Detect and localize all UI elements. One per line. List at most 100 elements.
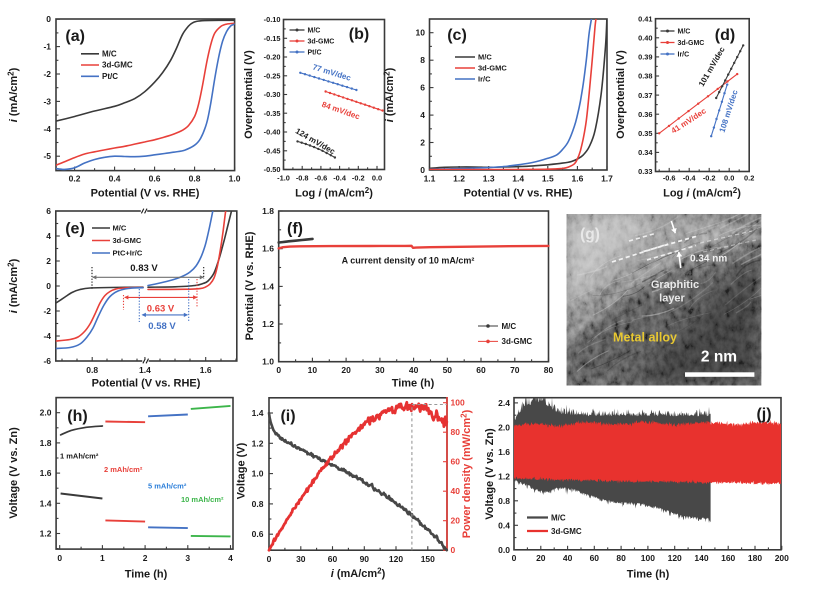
svg-text:M/C: M/C [502, 322, 517, 331]
svg-text:(i): (i) [280, 408, 295, 425]
svg-text:1.6: 1.6 [40, 468, 52, 478]
svg-text:0.83 V: 0.83 V [130, 263, 158, 274]
svg-text:0.34 nm: 0.34 nm [690, 254, 727, 265]
svg-text:80: 80 [544, 365, 554, 375]
svg-text:0.0: 0.0 [372, 174, 382, 183]
svg-text:4: 4 [228, 553, 233, 563]
svg-text:-0.30: -0.30 [264, 90, 281, 99]
svg-text:-0.25: -0.25 [264, 72, 281, 81]
svg-text:-0.2: -0.2 [703, 174, 716, 183]
svg-text:-2: -2 [43, 306, 51, 316]
svg-text:3d-GMC: 3d-GMC [502, 337, 533, 346]
svg-text:1.6: 1.6 [262, 244, 274, 254]
svg-text:Pt/C: Pt/C [102, 72, 118, 81]
svg-text:-0.20: -0.20 [264, 53, 281, 62]
svg-text:2 mAh/cm²: 2 mAh/cm² [104, 465, 143, 474]
svg-text:(h): (h) [67, 408, 87, 425]
svg-text:0: 0 [420, 165, 425, 175]
svg-text:Potential (V vs. RHE): Potential (V vs. RHE) [464, 188, 573, 200]
svg-text:1.4: 1.4 [139, 365, 151, 375]
svg-text:(j): (j) [756, 406, 771, 423]
svg-text:100: 100 [451, 398, 465, 408]
svg-text:101 mV/dec: 101 mV/dec [697, 45, 727, 88]
svg-text:3: 3 [185, 553, 190, 563]
svg-text:i (mA/cm2): i (mA/cm2) [7, 258, 21, 313]
svg-text:0: 0 [512, 553, 517, 563]
svg-text:Overpotential (V): Overpotential (V) [615, 50, 627, 139]
svg-text:150: 150 [421, 554, 435, 564]
svg-text:2.0: 2.0 [40, 408, 52, 418]
svg-text:60: 60 [451, 457, 461, 467]
svg-text:1.6: 1.6 [498, 447, 510, 457]
svg-text:10: 10 [308, 365, 318, 375]
svg-text:1.2: 1.2 [262, 319, 274, 329]
svg-text:0.39: 0.39 [638, 53, 652, 62]
svg-text:0.0: 0.0 [724, 174, 734, 183]
svg-text:Time (h): Time (h) [125, 569, 168, 581]
svg-text:0: 0 [46, 281, 51, 291]
svg-text:30: 30 [375, 365, 385, 375]
svg-text:6: 6 [420, 83, 425, 93]
svg-text:i (mA/cm2): i (mA/cm2) [383, 67, 397, 122]
svg-text:-0.4: -0.4 [333, 174, 347, 183]
svg-text:(d): (d) [715, 27, 735, 44]
svg-text:10: 10 [416, 28, 426, 38]
svg-text:(e): (e) [65, 221, 85, 238]
svg-text:Potential (V vs. RHE): Potential (V vs. RHE) [244, 231, 256, 340]
svg-text:-0.15: -0.15 [264, 34, 281, 43]
svg-text:20: 20 [536, 553, 546, 563]
svg-text:84 mV/dec: 84 mV/dec [321, 100, 362, 122]
svg-text:0.8: 0.8 [498, 496, 510, 506]
svg-text:(b): (b) [349, 26, 369, 43]
svg-text:0.58 V: 0.58 V [148, 321, 176, 332]
svg-text:200: 200 [775, 553, 789, 563]
svg-text:-0.35: -0.35 [264, 109, 281, 118]
svg-text:M/C: M/C [113, 224, 127, 233]
svg-text:0.4: 0.4 [109, 174, 121, 184]
svg-text:0.6: 0.6 [252, 529, 264, 539]
svg-text:Voltage (V vs. Zn): Voltage (V vs. Zn) [8, 427, 20, 519]
svg-text:1.6: 1.6 [571, 174, 583, 184]
svg-text:0.40: 0.40 [638, 34, 652, 43]
svg-text:-0.6: -0.6 [663, 174, 676, 183]
svg-text:i (mA/cm2): i (mA/cm2) [7, 67, 21, 122]
svg-text:Graphitic: Graphitic [651, 279, 699, 291]
svg-text:-2: -2 [43, 69, 51, 79]
svg-text:Voltage (V): Voltage (V) [236, 442, 248, 499]
svg-text:A current density of 10 mA/cm²: A current density of 10 mA/cm² [342, 256, 475, 266]
svg-text:60: 60 [476, 365, 486, 375]
svg-text:0: 0 [267, 554, 272, 564]
svg-text:Log i (mA/cm2): Log i (mA/cm2) [663, 186, 741, 200]
svg-text:1.3: 1.3 [483, 174, 495, 184]
svg-text:0.63 V: 0.63 V [147, 304, 175, 315]
svg-text:120: 120 [668, 553, 682, 563]
svg-text:2 nm: 2 nm [701, 349, 737, 366]
svg-text:40: 40 [563, 553, 573, 563]
svg-text:0.8: 0.8 [86, 365, 98, 375]
svg-text:77 mV/dec: 77 mV/dec [311, 63, 352, 83]
svg-text:0: 0 [276, 365, 281, 375]
svg-text:1.2: 1.2 [40, 529, 52, 539]
svg-text:-0.45: -0.45 [264, 147, 281, 156]
svg-text:0.38: 0.38 [638, 72, 652, 81]
svg-text:160: 160 [721, 553, 735, 563]
svg-text:1.8: 1.8 [262, 206, 274, 216]
svg-text:0.36: 0.36 [638, 110, 652, 119]
svg-text:Time (h): Time (h) [392, 378, 435, 390]
svg-text:0.2: 0.2 [744, 174, 754, 183]
svg-text:(a): (a) [65, 28, 85, 45]
svg-text:-1.0: -1.0 [277, 174, 290, 183]
svg-text:-4: -4 [43, 124, 51, 134]
svg-text:70: 70 [510, 365, 520, 375]
svg-text:0.0: 0.0 [498, 545, 510, 555]
svg-text:Pt/C: Pt/C [308, 50, 322, 57]
svg-text:5 mAh/cm²: 5 mAh/cm² [148, 482, 187, 491]
svg-text:0.8: 0.8 [189, 174, 201, 184]
svg-text:2.0: 2.0 [498, 422, 510, 432]
svg-text:-5: -5 [43, 151, 51, 161]
svg-text:20: 20 [451, 516, 461, 526]
svg-text:80: 80 [616, 553, 626, 563]
svg-text:60: 60 [328, 554, 338, 564]
svg-text:-0.6: -0.6 [315, 174, 328, 183]
svg-text:3d-GMC: 3d-GMC [678, 40, 705, 47]
